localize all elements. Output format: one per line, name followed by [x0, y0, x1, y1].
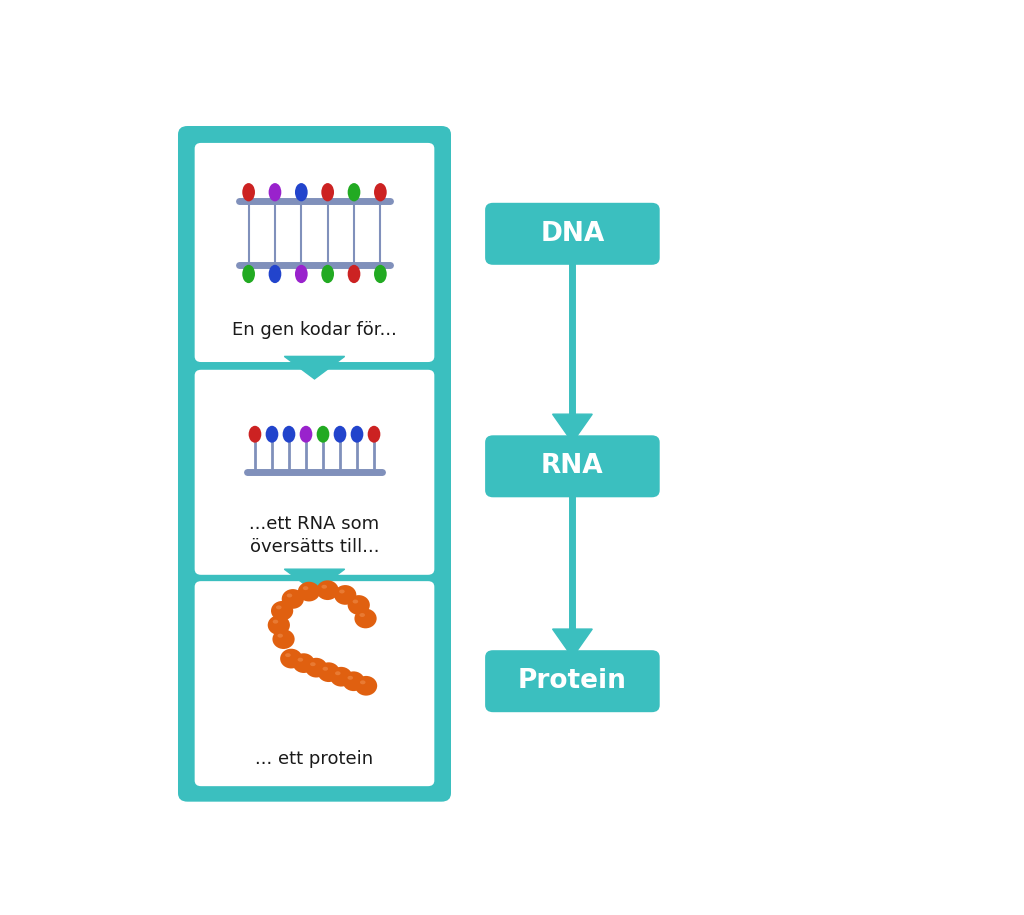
Text: ...ett RNA som
översätts till...: ...ett RNA som översätts till...	[250, 515, 380, 556]
Ellipse shape	[243, 183, 255, 201]
Circle shape	[282, 589, 304, 608]
Circle shape	[267, 615, 290, 635]
Ellipse shape	[348, 264, 360, 283]
Ellipse shape	[374, 264, 387, 283]
Circle shape	[281, 649, 302, 669]
Circle shape	[298, 582, 321, 601]
Ellipse shape	[374, 183, 387, 201]
Circle shape	[316, 580, 339, 600]
Circle shape	[293, 653, 314, 673]
Circle shape	[271, 601, 293, 620]
Circle shape	[354, 608, 377, 629]
Text: DNA: DNA	[541, 221, 604, 247]
Ellipse shape	[352, 599, 358, 604]
Text: Protein: Protein	[518, 668, 627, 694]
Circle shape	[334, 585, 356, 605]
Text: RNA: RNA	[541, 453, 604, 479]
Ellipse shape	[268, 183, 282, 201]
Text: ... ett protein: ... ett protein	[255, 750, 374, 768]
FancyBboxPatch shape	[485, 651, 659, 712]
Ellipse shape	[287, 594, 292, 597]
FancyBboxPatch shape	[485, 436, 659, 498]
Polygon shape	[553, 414, 592, 442]
Ellipse shape	[368, 425, 380, 443]
Ellipse shape	[348, 183, 360, 201]
Ellipse shape	[335, 672, 341, 675]
Ellipse shape	[298, 658, 303, 662]
Ellipse shape	[322, 585, 327, 588]
Ellipse shape	[350, 425, 364, 443]
Polygon shape	[553, 629, 592, 657]
Ellipse shape	[322, 183, 334, 201]
Circle shape	[342, 672, 365, 691]
Ellipse shape	[334, 425, 346, 443]
Polygon shape	[285, 569, 345, 592]
FancyBboxPatch shape	[485, 203, 659, 264]
Ellipse shape	[310, 662, 315, 666]
Ellipse shape	[316, 425, 330, 443]
Circle shape	[355, 676, 377, 695]
Circle shape	[347, 595, 370, 615]
Ellipse shape	[285, 653, 291, 657]
Ellipse shape	[347, 676, 353, 680]
Ellipse shape	[272, 619, 279, 624]
Polygon shape	[285, 356, 345, 379]
Ellipse shape	[295, 183, 307, 201]
Text: En gen kodar för...: En gen kodar för...	[232, 321, 397, 339]
Circle shape	[305, 658, 328, 677]
Ellipse shape	[359, 613, 365, 617]
FancyBboxPatch shape	[195, 143, 434, 362]
Ellipse shape	[295, 264, 307, 283]
Circle shape	[272, 630, 295, 649]
FancyBboxPatch shape	[195, 370, 434, 575]
FancyBboxPatch shape	[178, 126, 451, 802]
Ellipse shape	[268, 264, 282, 283]
Ellipse shape	[323, 667, 328, 671]
Ellipse shape	[278, 634, 283, 638]
Ellipse shape	[300, 425, 312, 443]
Ellipse shape	[322, 264, 334, 283]
Ellipse shape	[243, 264, 255, 283]
Ellipse shape	[303, 587, 308, 590]
Ellipse shape	[265, 425, 279, 443]
Ellipse shape	[339, 589, 345, 594]
FancyBboxPatch shape	[195, 581, 434, 786]
Ellipse shape	[360, 681, 366, 684]
Ellipse shape	[283, 425, 295, 443]
Ellipse shape	[249, 425, 261, 443]
Circle shape	[330, 667, 352, 686]
Circle shape	[317, 662, 340, 682]
Ellipse shape	[276, 606, 282, 609]
